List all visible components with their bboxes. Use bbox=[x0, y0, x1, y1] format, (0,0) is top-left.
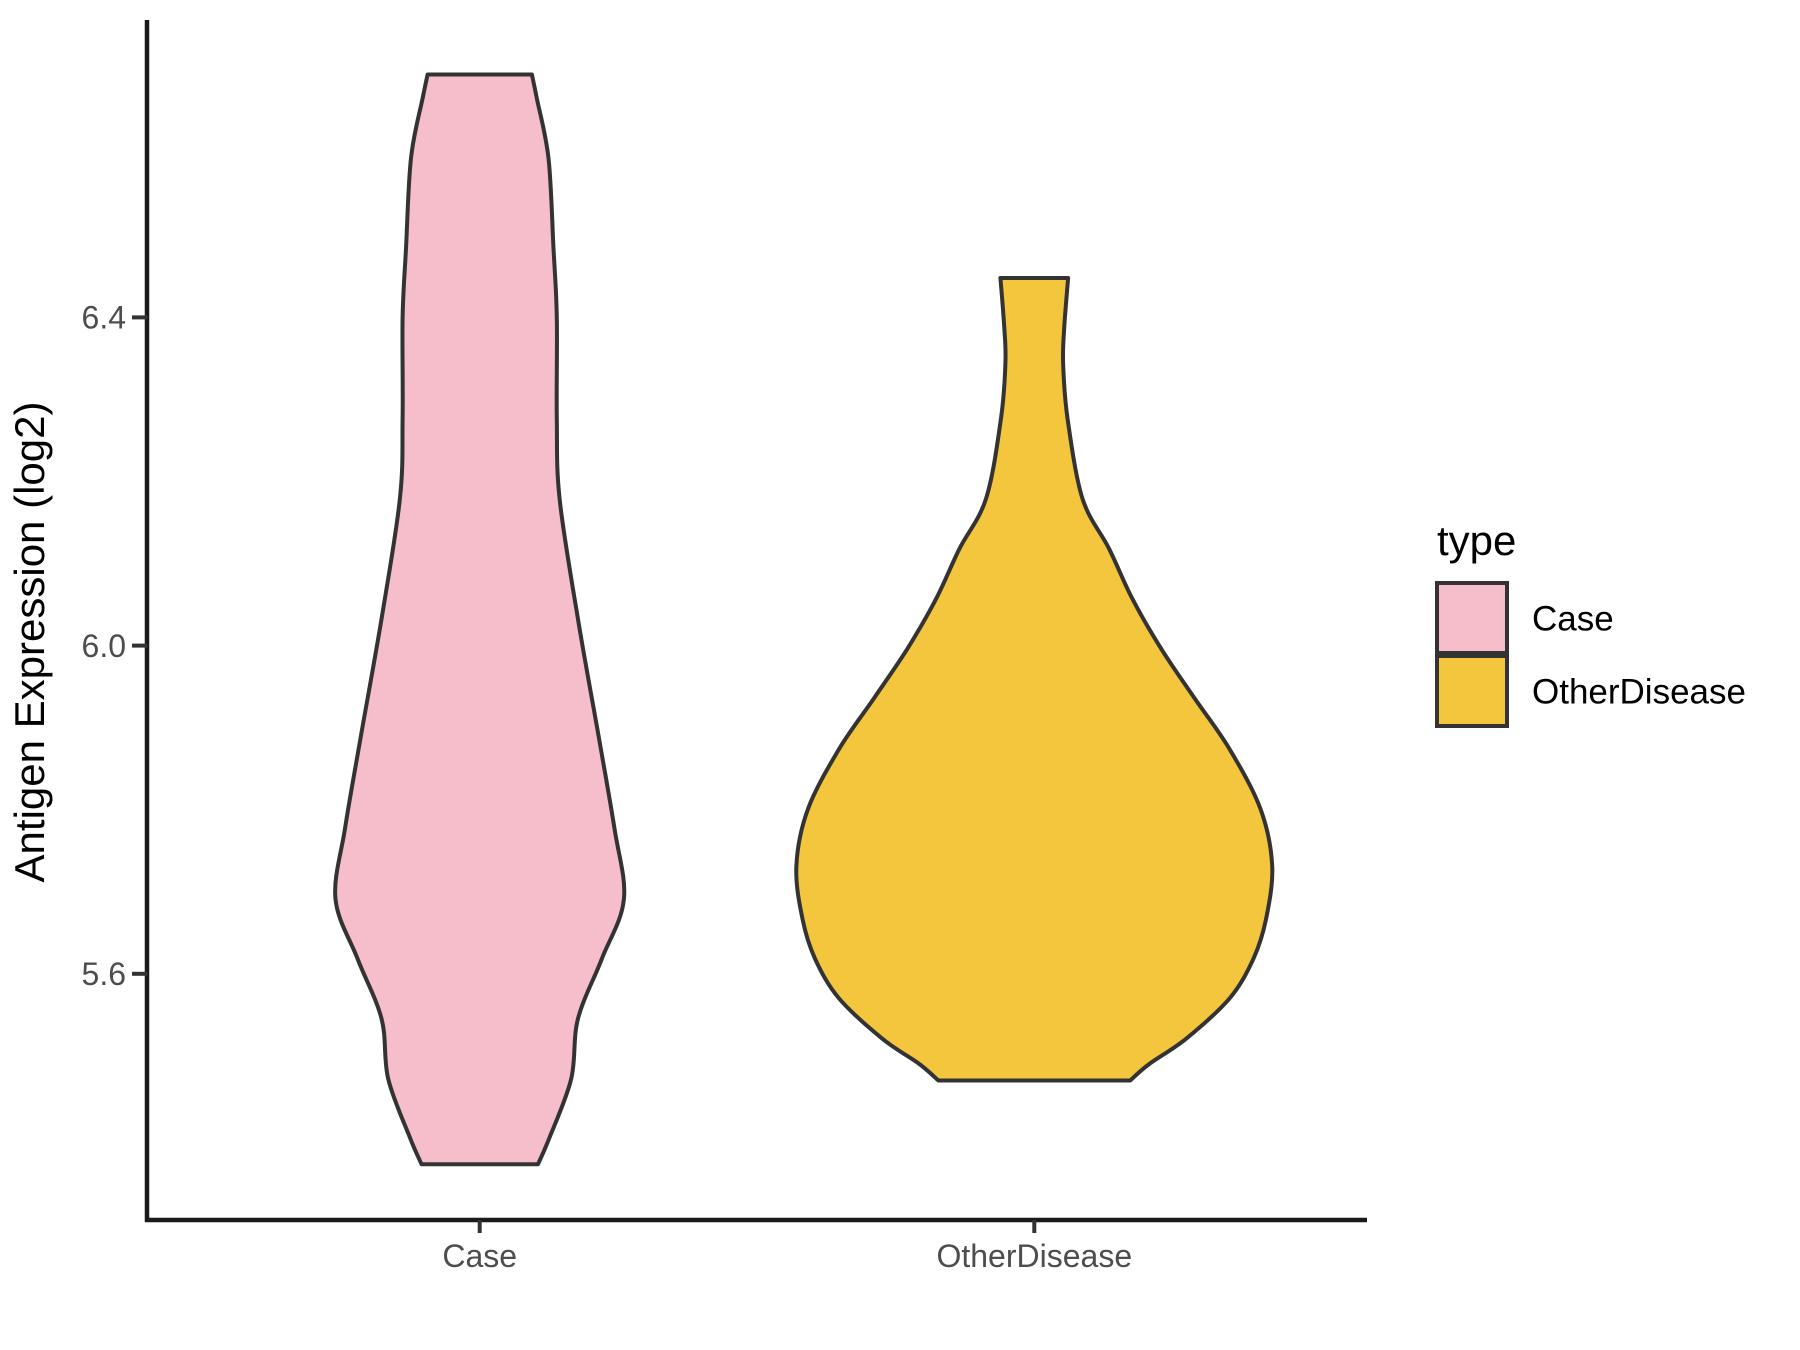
violin-case bbox=[333, 72, 627, 1167]
x-tick-label-otherdisease: OtherDisease bbox=[936, 1238, 1132, 1274]
y-tick-label: 6.4 bbox=[82, 300, 126, 336]
legend-label-otherdisease: OtherDisease bbox=[1532, 672, 1746, 711]
violins-layer bbox=[333, 72, 1275, 1167]
legend: type Case OtherDisease bbox=[1435, 517, 1746, 728]
x-tick-label-case: Case bbox=[442, 1238, 517, 1274]
x-axis-ticks: Case OtherDisease bbox=[442, 1220, 1132, 1274]
legend-label-case: Case bbox=[1532, 599, 1614, 638]
y-tick-label: 5.6 bbox=[82, 956, 126, 992]
y-axis-ticks: 6.4 6.0 5.6 bbox=[82, 300, 148, 992]
violin-otherdisease bbox=[794, 276, 1275, 1083]
legend-title: type bbox=[1437, 517, 1516, 564]
y-axis-title: Antigen Expression (log2) bbox=[6, 402, 53, 883]
y-tick-label: 6.0 bbox=[82, 628, 126, 664]
legend-key-case-swatch bbox=[1435, 581, 1509, 655]
legend-key-otherdisease-swatch bbox=[1435, 654, 1509, 728]
